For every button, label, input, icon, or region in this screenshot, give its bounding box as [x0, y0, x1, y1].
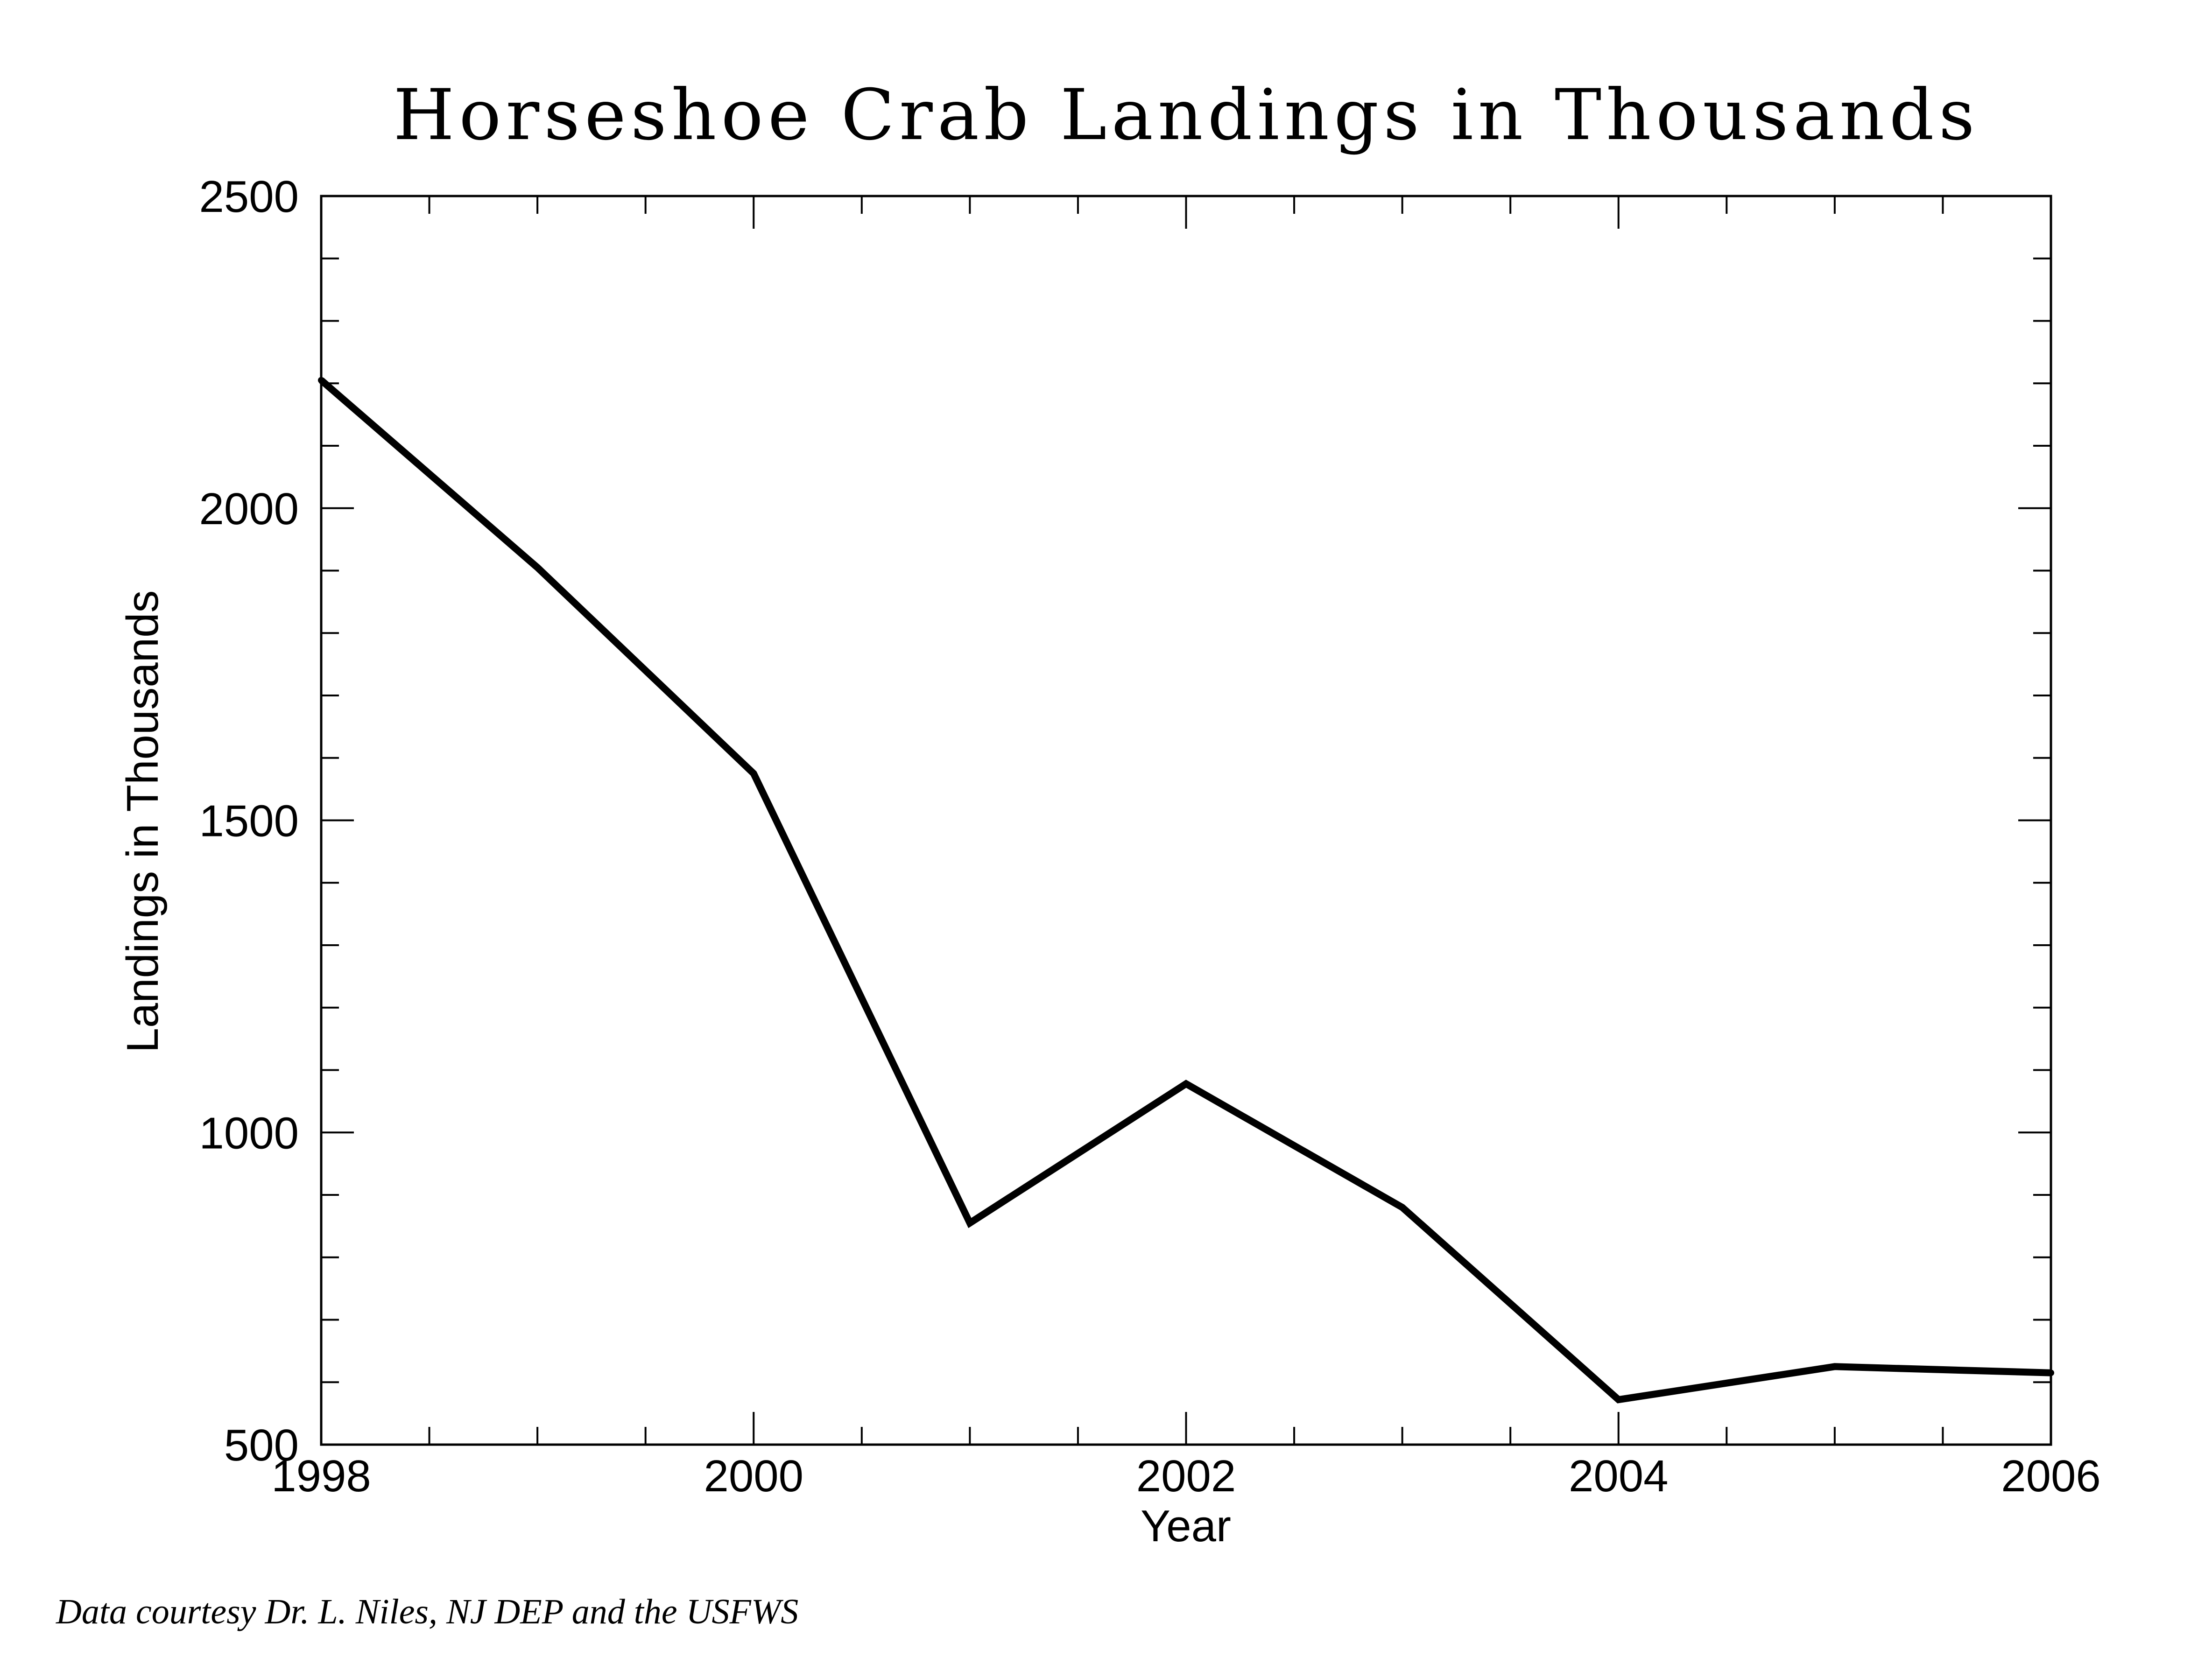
x-axis-label: Year	[1141, 1501, 1231, 1551]
y-tick-label: 500	[224, 1420, 299, 1470]
data-point	[1615, 1396, 1622, 1403]
x-tick-label: 2004	[1569, 1451, 1669, 1501]
data-point	[1183, 1080, 1190, 1087]
axis-ticks	[320, 195, 2052, 1446]
data-credit: Data courtesy Dr. L. Niles, NJ DEP and t…	[56, 1592, 798, 1631]
x-tick-label: 2000	[704, 1451, 803, 1501]
x-tick-label: 2006	[2001, 1451, 2101, 1501]
tick-labels: 1998 2000 2002 2004 2006 500 1000 1500 2000 2500	[199, 172, 2100, 1501]
y-tick-label: 2500	[199, 172, 299, 222]
data-points	[318, 377, 2054, 1403]
plot-area-frame	[320, 195, 2052, 1446]
y-tick-label: 1000	[199, 1108, 299, 1158]
data-point	[750, 770, 757, 777]
y-tick-label: 2000	[199, 484, 299, 534]
y-axis-label: Landings in Thousands	[118, 590, 168, 1053]
x-tick-label: 2002	[1136, 1451, 1236, 1501]
data-point	[1399, 1204, 1406, 1211]
data-point	[2048, 1369, 2054, 1376]
chart-title: Horseshoe Crab Landings in Thousands	[393, 75, 1979, 156]
series-line	[319, 377, 2051, 1404]
x-tick-label: 1998	[271, 1451, 371, 1501]
data-point	[318, 377, 324, 384]
data-point	[966, 1220, 973, 1227]
data-point	[1831, 1363, 1838, 1370]
data-point	[534, 564, 541, 571]
y-tick-label: 1500	[199, 796, 299, 846]
